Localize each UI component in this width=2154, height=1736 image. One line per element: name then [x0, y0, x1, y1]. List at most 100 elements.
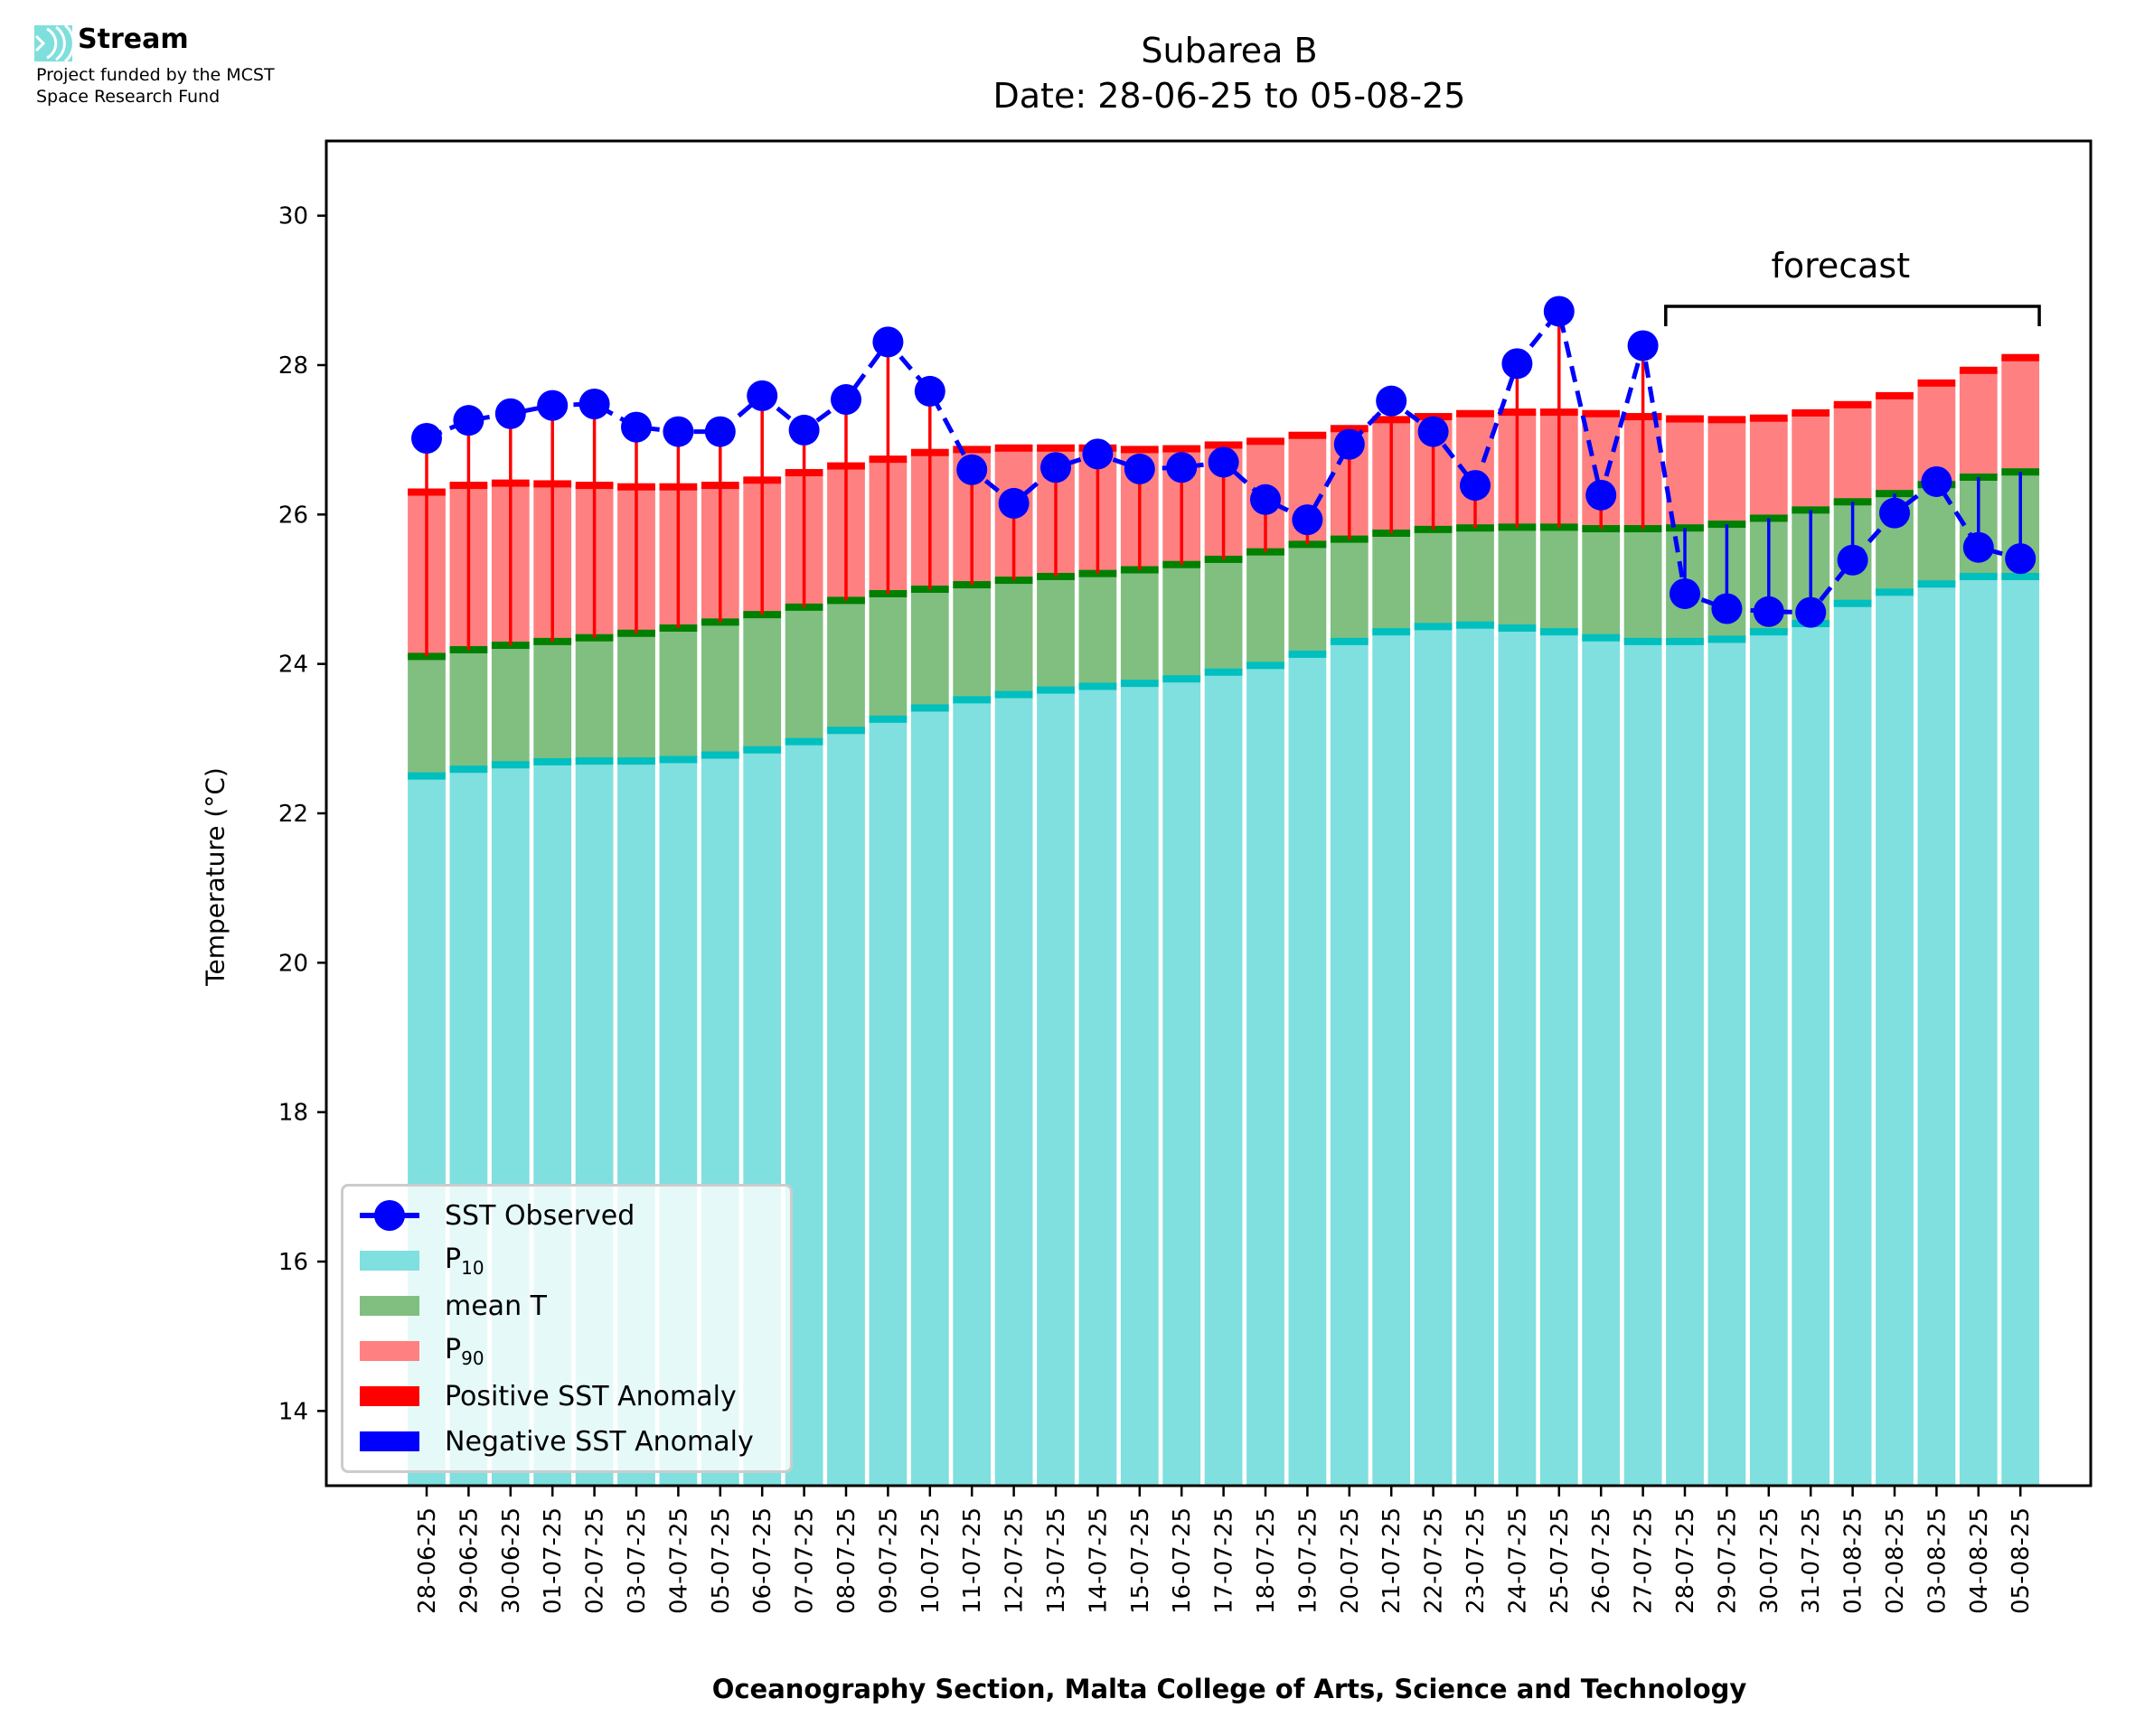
sst-observed-marker: [831, 384, 861, 416]
bar-p10-edge: [1037, 686, 1075, 694]
bar-p10-edge: [575, 757, 614, 765]
bar-p10-edge: [1666, 637, 1704, 645]
y-tick-label: 30: [278, 203, 308, 230]
legend-swatch: [360, 1341, 419, 1361]
bar-p10: [1456, 624, 1494, 1486]
bar-p10: [1582, 637, 1621, 1486]
x-tick-label: 04-08-25: [1966, 1507, 1993, 1614]
y-tick-label: 16: [278, 1249, 308, 1276]
sst-observed-marker: [1040, 452, 1071, 483]
forecast-annotation: forecast: [1771, 246, 1911, 286]
bar-mean-t: [1582, 529, 1621, 638]
bar-p10-edge: [994, 690, 1033, 699]
x-tick-label: 13-07-25: [1043, 1507, 1070, 1614]
bar-p10-edge: [1078, 682, 1117, 690]
logo-title: Stream: [78, 23, 189, 55]
bar-p10-edge: [910, 704, 949, 712]
sst-observed-marker: [1962, 531, 1994, 563]
bar-mean-t: [449, 649, 488, 770]
bar-p10-edge: [1539, 628, 1578, 636]
sst-observed-marker: [663, 416, 694, 447]
legend-item: mean T: [360, 1288, 547, 1324]
bar-p90-edge: [1833, 400, 1872, 408]
bar-p10: [953, 699, 992, 1486]
bar-mean-t: [1330, 539, 1369, 642]
sst-observed-marker: [1333, 428, 1365, 460]
chart-title: Subarea B: [1141, 31, 1318, 70]
bar-p90: [1707, 419, 1746, 525]
bar-mean-t: [1162, 564, 1201, 680]
x-tick-label: 01-08-25: [1840, 1507, 1867, 1614]
bar-p10: [1707, 639, 1746, 1486]
bar-p10: [1917, 584, 1956, 1486]
bar-p10-edge: [1498, 624, 1537, 632]
bar-p10: [1792, 624, 1830, 1486]
sst-observed-marker: [1166, 452, 1198, 483]
bar-p10: [1539, 632, 1578, 1486]
legend-label: mean T: [445, 1290, 547, 1322]
x-tick-label: 29-06-25: [456, 1507, 483, 1614]
x-tick-label: 21-07-25: [1378, 1507, 1406, 1614]
bar-p10: [1372, 632, 1411, 1486]
x-tick-label: 03-07-25: [624, 1507, 651, 1614]
x-tick-label: 10-07-25: [917, 1507, 945, 1614]
sst-observed-marker: [956, 454, 988, 485]
sst-observed-marker: [1082, 438, 1114, 470]
legend-item: SST Observed: [360, 1197, 635, 1234]
bar-p90-edge: [1120, 446, 1159, 454]
logo-funding-line-1: Project funded by the MCST: [36, 65, 275, 85]
sst-observed-marker: [1753, 596, 1784, 627]
x-tick-label: 15-07-25: [1127, 1507, 1154, 1614]
bar-p10-edge: [1372, 628, 1411, 636]
bar-p90-edge: [1792, 408, 1830, 417]
bar-p10: [1833, 603, 1872, 1486]
sst-observed-marker: [1879, 497, 1910, 529]
bar-p90: [1749, 418, 1788, 519]
sst-observed-marker: [411, 423, 442, 455]
bar-p10: [1204, 671, 1243, 1486]
bar-p10-edge: [743, 746, 782, 754]
sst-observed-marker: [1208, 446, 1239, 478]
sst-observed-marker: [1585, 479, 1617, 511]
bar-p90-edge: [1749, 414, 1788, 422]
legend-item: P10: [360, 1243, 484, 1279]
x-tick-label: 30-06-25: [498, 1507, 525, 1614]
x-tick-label: 02-07-25: [582, 1507, 609, 1614]
bar-p10: [2001, 576, 2040, 1486]
x-tick-label: 26-07-25: [1588, 1507, 1615, 1614]
x-tick-label: 05-07-25: [708, 1507, 735, 1614]
sst-observed-marker: [1250, 483, 1281, 515]
x-tick-label: 11-07-25: [959, 1507, 986, 1614]
bar-p10-edge: [869, 715, 908, 723]
bar-mean-t: [1456, 528, 1494, 625]
x-tick-label: 23-07-25: [1463, 1507, 1490, 1614]
sst-observed-marker: [1670, 577, 1700, 609]
sst-observed-marker: [1292, 504, 1323, 536]
bar-p90-edge: [1707, 416, 1746, 424]
x-tick-label: 02-08-25: [1882, 1507, 1909, 1614]
bar-p10-edge: [1330, 637, 1369, 645]
bar-p10: [1288, 653, 1327, 1486]
bar-p10-edge: [533, 757, 572, 765]
bar-p90-edge: [1330, 425, 1369, 433]
x-axis-label: Oceanography Section, Malta College of A…: [711, 1674, 1747, 1704]
bar-p10-edge: [408, 772, 446, 780]
forecast-bracket: [1664, 305, 2041, 326]
x-tick-label: 05-08-25: [2008, 1507, 2035, 1614]
bar-p10-edge: [449, 765, 488, 774]
bar-mean-t: [1078, 573, 1117, 687]
bar-p10-edge: [1162, 675, 1201, 683]
bar-p10-edge: [1456, 621, 1494, 629]
x-tick-label: 14-07-25: [1085, 1507, 1112, 1614]
bar-p90-edge: [1582, 409, 1621, 418]
legend-swatch: [360, 1296, 419, 1316]
bar-p10: [1120, 683, 1159, 1486]
bar-p90-edge: [953, 446, 992, 454]
x-tick-label: 07-07-25: [792, 1507, 819, 1614]
bar-mean-t: [785, 606, 823, 742]
bar-p10: [1078, 686, 1117, 1486]
sst-observed-marker: [1543, 296, 1575, 327]
x-tick-label: 28-06-25: [414, 1507, 441, 1614]
bar-p10: [827, 730, 865, 1486]
